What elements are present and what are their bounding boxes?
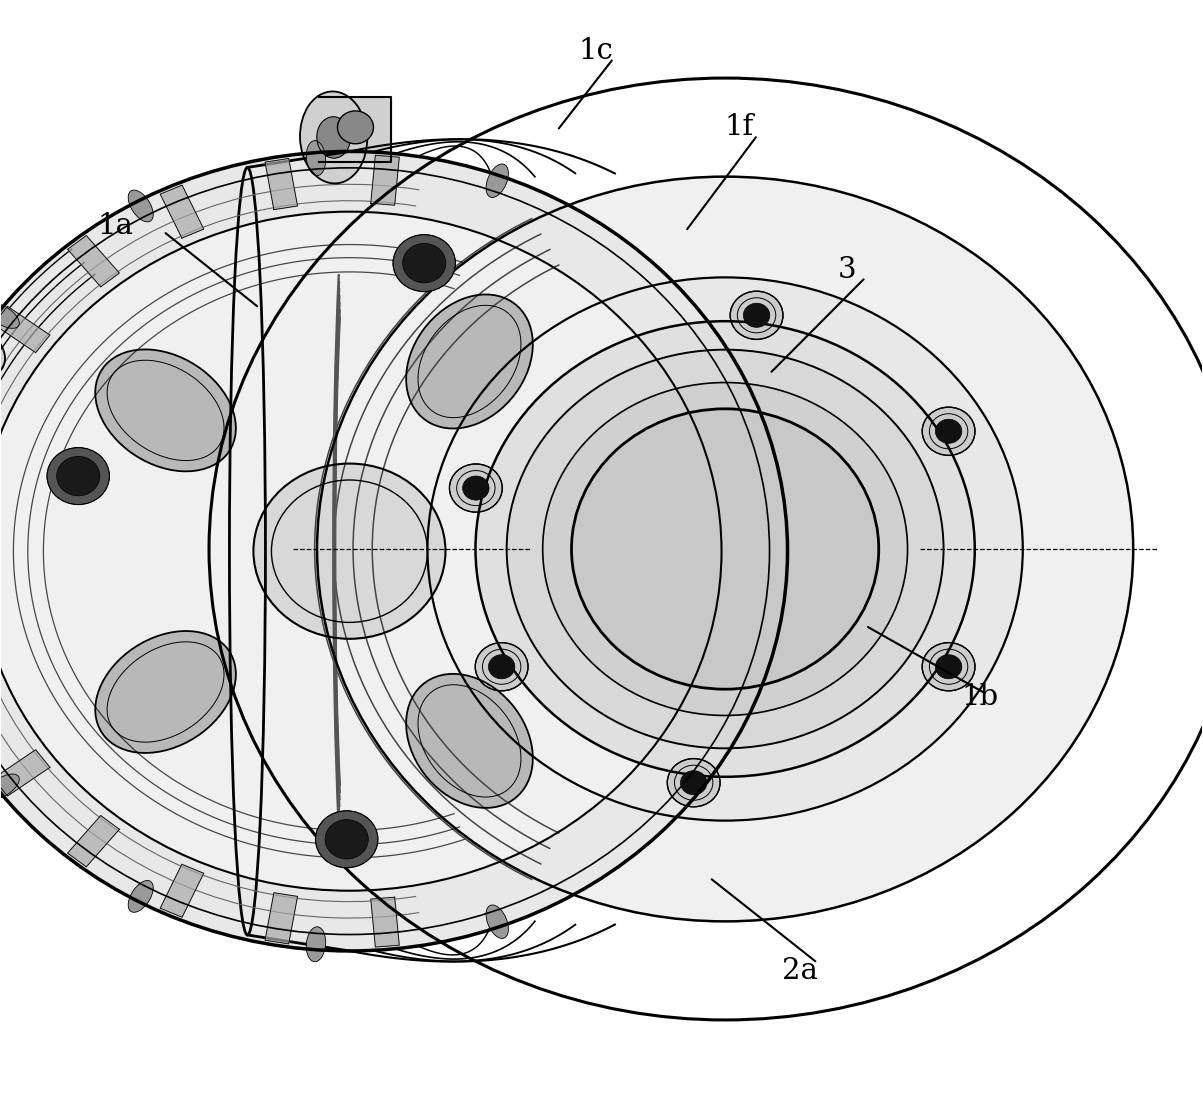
Ellipse shape — [0, 316, 5, 379]
Text: 1b: 1b — [961, 683, 998, 710]
Ellipse shape — [486, 905, 509, 939]
Ellipse shape — [681, 771, 707, 795]
Polygon shape — [160, 864, 203, 917]
Ellipse shape — [743, 303, 770, 327]
Ellipse shape — [936, 419, 962, 444]
Ellipse shape — [254, 463, 445, 639]
Ellipse shape — [475, 322, 974, 776]
Ellipse shape — [95, 349, 236, 471]
Ellipse shape — [463, 477, 490, 500]
Ellipse shape — [338, 111, 373, 144]
Ellipse shape — [315, 810, 378, 867]
Text: 2a: 2a — [782, 956, 818, 985]
Polygon shape — [67, 236, 119, 287]
Ellipse shape — [936, 654, 962, 679]
Ellipse shape — [318, 177, 1133, 921]
Ellipse shape — [668, 759, 721, 807]
Polygon shape — [0, 750, 51, 796]
Ellipse shape — [0, 212, 722, 890]
Ellipse shape — [325, 819, 368, 859]
Ellipse shape — [543, 382, 907, 716]
Ellipse shape — [129, 881, 153, 912]
Ellipse shape — [486, 164, 509, 198]
Ellipse shape — [923, 642, 974, 691]
Ellipse shape — [316, 116, 350, 158]
Polygon shape — [371, 897, 399, 948]
Text: 3: 3 — [838, 256, 857, 283]
Ellipse shape — [307, 927, 326, 962]
Ellipse shape — [307, 141, 326, 176]
Ellipse shape — [427, 278, 1023, 820]
Ellipse shape — [300, 91, 367, 183]
Ellipse shape — [129, 190, 153, 222]
Polygon shape — [67, 816, 119, 866]
Ellipse shape — [506, 349, 943, 749]
Polygon shape — [320, 97, 391, 163]
Ellipse shape — [488, 654, 515, 679]
Polygon shape — [0, 306, 51, 352]
Ellipse shape — [450, 464, 503, 512]
Ellipse shape — [571, 408, 878, 690]
Polygon shape — [265, 893, 297, 944]
Ellipse shape — [393, 235, 456, 292]
Text: 1a: 1a — [97, 212, 134, 239]
Ellipse shape — [923, 407, 974, 456]
Ellipse shape — [0, 303, 19, 328]
Ellipse shape — [0, 774, 19, 799]
Ellipse shape — [730, 291, 783, 339]
Text: 1f: 1f — [725, 113, 754, 142]
Ellipse shape — [0, 152, 788, 951]
Ellipse shape — [403, 244, 446, 283]
Polygon shape — [160, 186, 203, 238]
Ellipse shape — [95, 631, 236, 753]
Ellipse shape — [57, 457, 100, 496]
Polygon shape — [265, 158, 297, 210]
Text: 1c: 1c — [579, 36, 614, 65]
Ellipse shape — [475, 642, 528, 691]
Ellipse shape — [209, 78, 1203, 1020]
Ellipse shape — [407, 294, 533, 428]
Ellipse shape — [407, 674, 533, 808]
Polygon shape — [371, 155, 399, 205]
Ellipse shape — [47, 448, 109, 505]
